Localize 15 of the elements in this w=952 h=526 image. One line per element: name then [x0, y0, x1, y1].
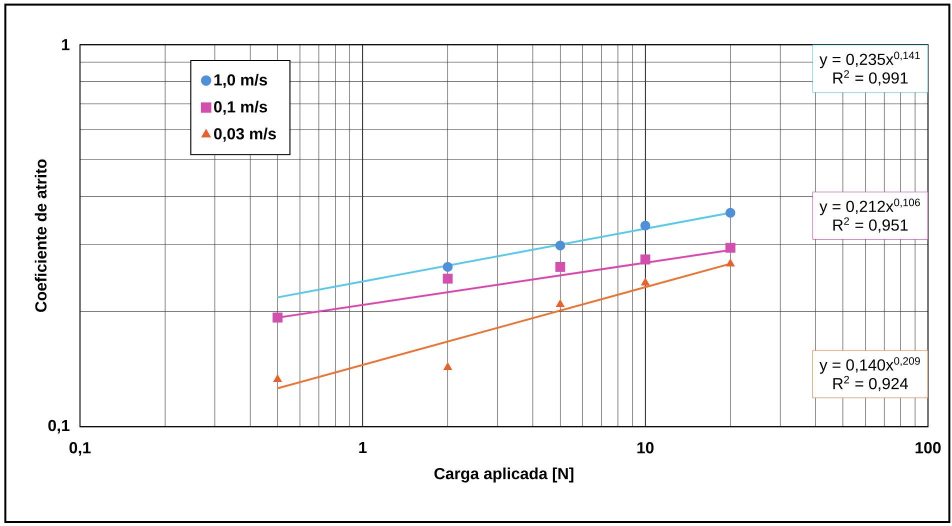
legend-label: 0,1 m/s: [214, 100, 268, 115]
legend-label: 1,0 m/s: [214, 74, 268, 88]
annotation: R$^{2}$ = 0,924: [833, 376, 908, 392]
y-axis-title: Coeficiente de atrito: [34, 159, 47, 312]
annotation: y = 0,235x$^{0,141}$: [819, 52, 920, 68]
x-tick-label: 1: [359, 442, 367, 454]
annotation: R$^{2}$ = 0,991: [833, 70, 908, 86]
x-axis-title: Carga aplicada [N]: [434, 468, 574, 482]
annotation: R$^{2}$ = 0,951: [833, 217, 908, 233]
x-tick-label: 10: [637, 442, 654, 454]
legend-label: 0,03 m/s: [214, 128, 276, 142]
annotation: y = 0,140x$^{0,209}$: [819, 357, 920, 374]
x-tick-label: 100: [916, 442, 941, 454]
x-tick-label: 0,1: [70, 442, 91, 456]
annotation: y = 0,212x$^{0,106}$: [819, 198, 920, 216]
